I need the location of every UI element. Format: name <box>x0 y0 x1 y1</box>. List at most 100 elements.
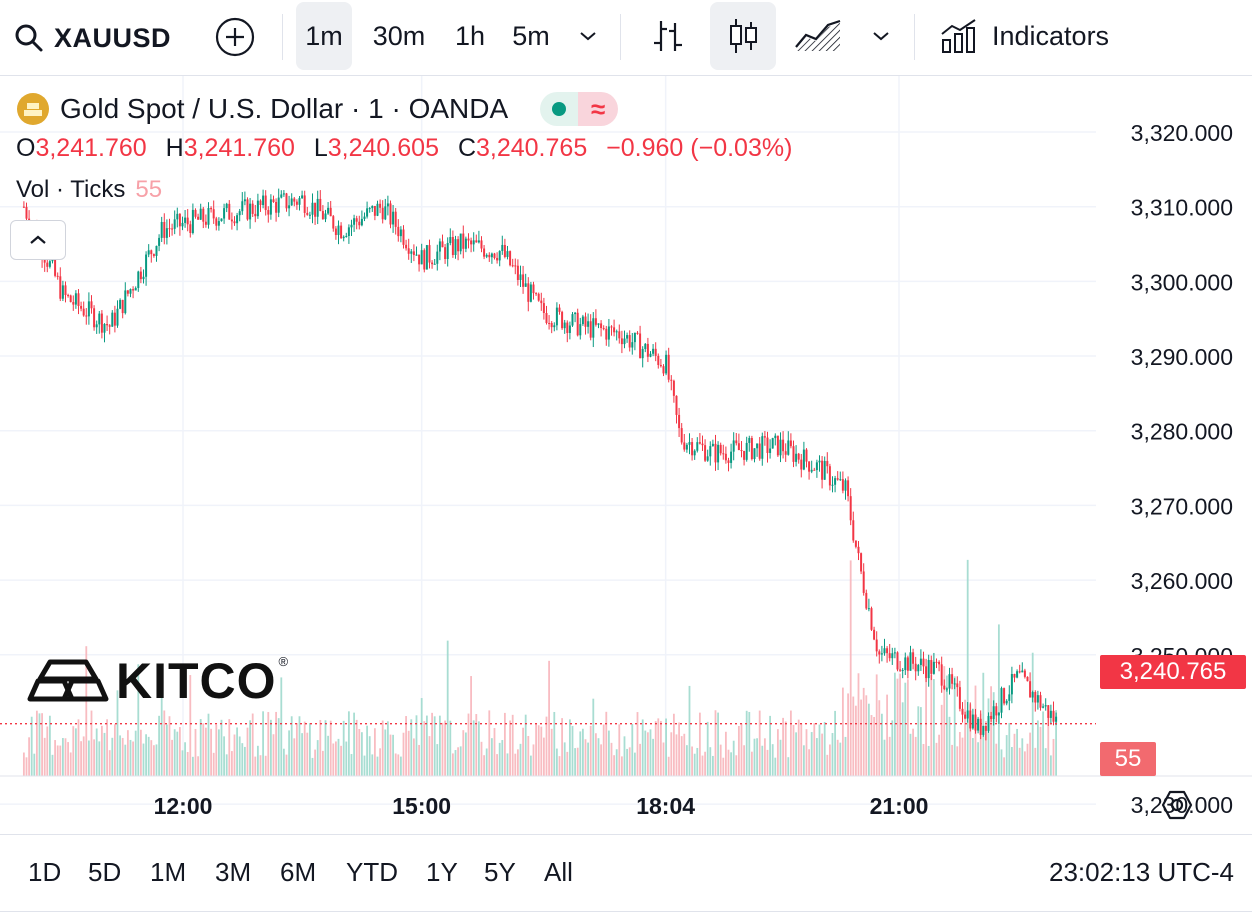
candle-body <box>581 316 584 325</box>
candle-body <box>620 338 623 345</box>
area-chart-type-button[interactable] <box>790 2 846 70</box>
volume-bar <box>69 752 72 776</box>
candle-body <box>332 216 335 229</box>
volume-bar <box>899 673 901 776</box>
collapse-legend-button[interactable] <box>10 220 66 260</box>
timeframe-5m[interactable]: 5m <box>502 2 560 70</box>
range-3m-button[interactable]: 3M <box>215 857 252 887</box>
candle-body <box>818 460 821 463</box>
volume-bar <box>553 711 556 776</box>
candle-body <box>584 316 587 327</box>
candle-body <box>394 211 397 227</box>
candles-chart-type-button[interactable] <box>710 2 776 70</box>
volume-bar <box>1047 715 1050 776</box>
volume-bar <box>659 720 662 776</box>
market-open-indicator <box>540 92 579 126</box>
chart-type-dropdown-button[interactable] <box>862 2 900 70</box>
chart-settings-button[interactable] <box>1160 788 1194 822</box>
volume-bar <box>334 741 337 776</box>
candle-body <box>277 197 280 213</box>
volume-bar <box>194 728 197 776</box>
candle-body <box>951 674 954 684</box>
candle-body <box>537 293 540 301</box>
volume-bar <box>1003 757 1005 776</box>
indicators-button[interactable]: Indicators <box>940 2 1109 70</box>
market-status-pill[interactable]: ≈ <box>540 92 619 126</box>
timeframe-1h[interactable]: 1h <box>446 2 494 70</box>
low-key: L <box>313 134 328 162</box>
candle-body <box>72 302 75 305</box>
volume-bar <box>873 716 875 776</box>
open-key: O <box>16 134 36 162</box>
volume-bar <box>558 756 561 776</box>
volume-bar <box>818 724 821 776</box>
volume-bar <box>236 727 238 776</box>
bar-chart-type-button[interactable] <box>640 2 696 70</box>
timezone-clock[interactable]: 23:02:13 UTC-4 <box>1049 857 1234 887</box>
candle-body <box>220 218 223 222</box>
y-tick-label: 3,280.000 <box>1131 419 1233 445</box>
range-6m-button[interactable]: 6M <box>280 857 317 887</box>
volume-bar <box>852 696 855 776</box>
volume-bar <box>571 726 574 776</box>
volume-bar <box>223 736 225 776</box>
candle-body <box>592 318 595 338</box>
volume-bar <box>857 673 860 776</box>
range-5d-button[interactable]: 5D <box>88 857 122 887</box>
volume-bar <box>839 742 842 776</box>
volume-bar <box>98 741 101 776</box>
range-5y-button[interactable]: 5Y <box>484 857 516 887</box>
timeframe-30m[interactable]: 30m <box>362 2 436 70</box>
candle-body <box>259 200 262 206</box>
volume-bar <box>64 738 67 776</box>
price-chart[interactable]: 3,320.000 3,310.000 3,300.000 3,290.000 3,28… <box>0 76 1252 834</box>
candle-body <box>841 479 844 491</box>
candle-body <box>529 284 532 302</box>
volume-bar <box>992 692 995 776</box>
compare-symbol-button[interactable] <box>214 16 256 58</box>
candle-body <box>402 229 405 245</box>
candle-body <box>899 669 902 671</box>
candle-body <box>904 657 907 671</box>
volume-bar <box>529 755 532 776</box>
volume-bar <box>750 751 753 776</box>
range-1d-button[interactable]: 1D <box>28 857 62 887</box>
volume-bar <box>384 729 387 776</box>
volume-bar <box>875 674 878 776</box>
candle-body <box>571 314 574 326</box>
range-1m-button[interactable]: 1M <box>150 857 187 887</box>
range-1y-button[interactable]: 1Y <box>426 857 458 887</box>
candle-body <box>854 540 857 547</box>
candle-body <box>691 442 694 456</box>
volume-bar <box>940 704 943 776</box>
candle-body <box>810 469 813 472</box>
candle-body <box>329 207 332 217</box>
volume-bar <box>303 721 306 776</box>
symbol-search-button[interactable]: XAUUSD <box>14 10 171 66</box>
candle-body <box>93 308 96 328</box>
volume-bar <box>951 744 953 776</box>
volume-bar <box>108 750 111 776</box>
candle-body <box>194 209 197 217</box>
volume-bar <box>930 674 933 776</box>
volume-bar <box>516 749 519 776</box>
candle-body <box>527 283 530 302</box>
range-ytd-button[interactable]: YTD <box>346 857 398 887</box>
candle-body <box>1021 670 1024 673</box>
candle-body <box>761 436 764 459</box>
timeframe-1m[interactable]: 1m <box>296 2 352 70</box>
range-all-button[interactable]: All <box>544 857 573 887</box>
volume-bar <box>756 738 758 776</box>
timeframe-dropdown-button[interactable] <box>568 2 608 70</box>
volume-bar <box>966 559 969 776</box>
candle-body <box>870 608 873 630</box>
candle-body <box>930 660 933 674</box>
volume-bar <box>641 719 644 776</box>
candle-body <box>735 440 738 444</box>
volume-bar <box>321 750 324 776</box>
volume-bar <box>444 720 446 776</box>
candle-body <box>574 312 577 315</box>
volume-bar <box>888 736 891 776</box>
volume-bar <box>449 720 452 776</box>
volume-bar <box>532 744 535 776</box>
